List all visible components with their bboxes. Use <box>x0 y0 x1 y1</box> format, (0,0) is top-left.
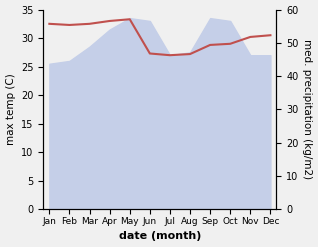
Y-axis label: med. precipitation (kg/m2): med. precipitation (kg/m2) <box>302 39 313 180</box>
X-axis label: date (month): date (month) <box>119 231 201 242</box>
Y-axis label: max temp (C): max temp (C) <box>5 74 16 145</box>
